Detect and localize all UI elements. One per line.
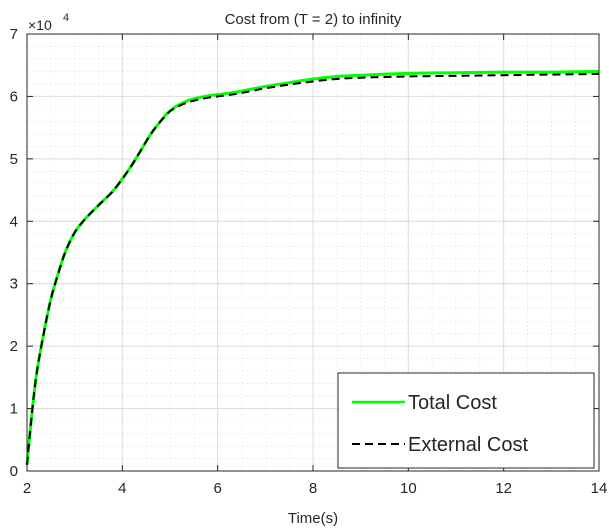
x-tick-label: 12 [495, 480, 512, 497]
x-axis-label: Time(s) [288, 510, 338, 527]
y-tick-label: 2 [10, 338, 18, 355]
legend-label-external-cost: External Cost [408, 434, 528, 456]
x-tick-label: 6 [213, 480, 221, 497]
y-exponent-base: ×10 [28, 17, 52, 33]
series-line-external-cost [26, 72, 600, 465]
y-tick-label: 3 [10, 276, 18, 293]
x-tick-label: 10 [400, 480, 417, 497]
x-tick-label: 8 [309, 480, 317, 497]
y-tick-label: 4 [10, 213, 18, 230]
legend: Total Cost External Cost [337, 372, 595, 469]
x-tick-label: 2 [23, 480, 31, 497]
legend-box [337, 372, 595, 469]
x-tick-label: 14 [591, 480, 608, 497]
series-layer [25, 69, 600, 465]
y-tick-label: 0 [10, 463, 18, 480]
y-tick-label: 1 [10, 401, 18, 418]
x-tick-label: 4 [118, 480, 126, 497]
chart-title: Cost from (T = 2) to infinity [225, 11, 402, 28]
y-exponent-label: ×10 4 [28, 12, 69, 33]
y-exponent-power: 4 [63, 12, 69, 24]
legend-label-total-cost: Total Cost [408, 392, 497, 414]
y-tick-label: 6 [10, 88, 18, 105]
y-tick-label: 5 [10, 151, 18, 168]
y-tick-label: 7 [10, 26, 18, 43]
